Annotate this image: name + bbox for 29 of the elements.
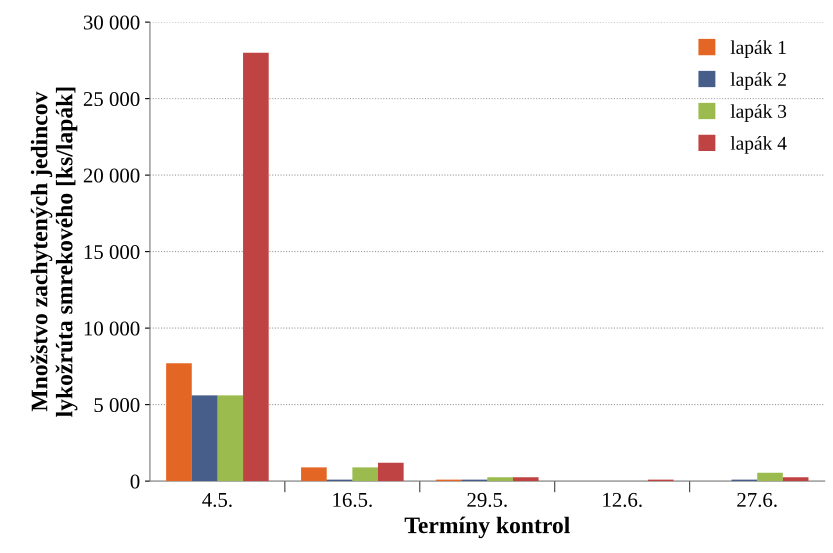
y-tick-label: 20 000 <box>84 168 140 183</box>
y-tick-label: 5 000 <box>94 398 140 412</box>
bar <box>487 477 513 482</box>
bar <box>243 52 269 482</box>
y-tick-label: 0 <box>130 474 140 489</box>
legend-label: lapák 1 <box>730 40 786 58</box>
y-tick-label: 30 000 <box>84 15 140 30</box>
x-tick-label: 4.5. <box>202 492 232 507</box>
legend-label: lapák 2 <box>730 72 786 90</box>
y-tick-label: 25 000 <box>84 92 140 106</box>
bar <box>301 467 327 482</box>
x-tick-label: 16.5. <box>333 492 372 507</box>
bar <box>782 477 808 482</box>
x-tick-label: 27.6. <box>737 492 777 507</box>
x-axis-title: Termíny kontrol <box>404 516 570 538</box>
bar <box>352 467 378 482</box>
legend-label: lapák 3 <box>730 104 786 122</box>
bar <box>378 462 404 482</box>
legend-label: lapák 4 <box>730 136 787 154</box>
bar <box>217 395 244 482</box>
y-axis-title: Množstvo zachytených jedincov lykožrúta smrekového [ks/lapák] <box>30 88 78 417</box>
bar <box>166 363 192 482</box>
bar <box>757 472 783 482</box>
bar <box>512 477 539 482</box>
y-tick-label: 10 000 <box>84 321 140 336</box>
y-tick-label: 15 000 <box>84 244 140 260</box>
bar <box>192 395 218 482</box>
x-tick-label: 12.6. <box>603 492 642 507</box>
x-tick-label: 29.5. <box>467 492 507 507</box>
